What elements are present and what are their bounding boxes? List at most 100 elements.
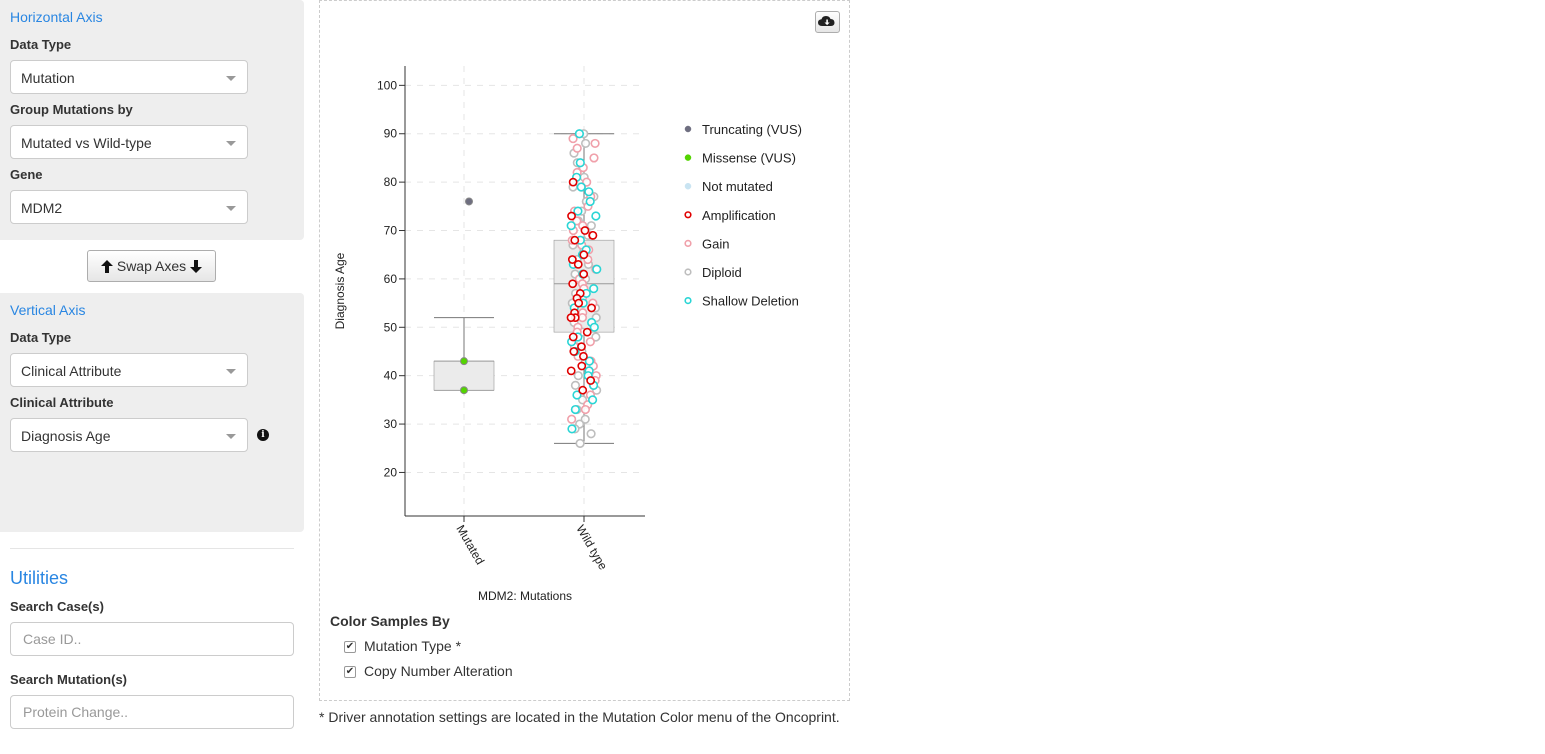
- y-tick-label: 60: [384, 272, 398, 286]
- box-iqr: [433, 360, 495, 391]
- data-point: [580, 414, 590, 424]
- group-mutations-select[interactable]: Mutated vs Wild-type: [10, 125, 248, 159]
- gene-select[interactable]: MDM2: [10, 190, 248, 224]
- data-point: [570, 380, 581, 390]
- chevron-down-icon: [226, 76, 236, 81]
- clinical-attribute-label: Clinical Attribute: [10, 395, 114, 410]
- chevron-down-icon: [226, 369, 236, 374]
- gene-label: Gene: [10, 167, 43, 182]
- arrow-down-icon: [190, 259, 203, 273]
- data-point: [460, 386, 468, 395]
- vertical-data-type-select[interactable]: Clinical Attribute: [10, 353, 248, 387]
- group-mutations-value: Mutated vs Wild-type: [21, 135, 152, 151]
- horizontal-data-type-value: Mutation: [21, 70, 75, 86]
- info-circle-icon[interactable]: i: [257, 429, 269, 441]
- y-tick-label: 70: [384, 224, 398, 238]
- copy-number-checkbox[interactable]: ✔: [344, 666, 356, 678]
- mutation-type-checkbox[interactable]: ✔: [344, 641, 356, 653]
- data-point: [572, 390, 582, 400]
- plot-container: [319, 0, 850, 701]
- data-point: [589, 153, 599, 163]
- y-tick-label: 100: [377, 78, 397, 92]
- box-plot-chart: 20 30 40 50 60 70 80 90 100 Mutated Wild type Diag…: [333, 66, 802, 603]
- legend-marker: [684, 268, 692, 276]
- data-point: [573, 371, 583, 381]
- y-tick-label: 40: [384, 369, 398, 383]
- data-point: [568, 279, 578, 289]
- data-point: [566, 313, 576, 323]
- horizontal-data-type-select[interactable]: Mutation: [10, 60, 248, 94]
- data-point: [579, 250, 589, 260]
- data-point: [587, 303, 596, 313]
- data-point: [465, 197, 473, 206]
- data-point: [592, 264, 602, 274]
- legend-label: Amplification: [702, 208, 776, 223]
- chevron-down-icon: [226, 434, 236, 439]
- data-point: [588, 230, 598, 240]
- cloud-download-icon: [818, 16, 835, 26]
- data-point: [566, 366, 576, 376]
- legend-marker: [684, 239, 692, 247]
- data-point: [590, 138, 600, 149]
- data-point: [567, 424, 577, 434]
- horizontal-data-type-label: Data Type: [10, 37, 72, 52]
- data-point: [575, 438, 585, 449]
- data-point: [584, 356, 594, 366]
- y-tick-label: 50: [384, 320, 398, 334]
- data-point: [578, 385, 588, 395]
- chevron-down-icon: [226, 206, 236, 211]
- data-point: [566, 221, 576, 231]
- download-button[interactable]: [815, 11, 840, 33]
- data-point: [589, 283, 599, 294]
- arrow-up-icon: [100, 259, 113, 273]
- data-point: [586, 221, 596, 231]
- data-point: [580, 138, 591, 149]
- data-point: [567, 414, 577, 424]
- vertical-axis-panel: Vertical Axis Data Type Clinical Attribu…: [0, 293, 304, 532]
- legend-label: Shallow Deletion: [702, 294, 799, 309]
- data-point: [577, 361, 587, 371]
- data-point: [585, 196, 595, 207]
- legend-label: Diploid: [702, 265, 742, 280]
- data-point: [580, 404, 591, 415]
- data-point: [573, 259, 583, 269]
- data-point: [577, 342, 586, 352]
- data-point: [575, 158, 585, 168]
- mutation-type-label[interactable]: Mutation Type *: [364, 638, 462, 654]
- legend-label: Gain: [702, 236, 729, 251]
- data-point: [460, 357, 468, 366]
- y-axis-label: Diagnosis Age: [333, 252, 347, 329]
- footnote: * Driver annotation settings are located…: [319, 709, 840, 725]
- data-point: [577, 313, 588, 323]
- swap-axes-label: Swap Axes: [116, 258, 187, 274]
- data-point: [568, 177, 578, 187]
- group-mutations-label: Group Mutations by: [10, 102, 133, 117]
- legend-marker: [684, 182, 692, 190]
- data-point: [576, 182, 586, 192]
- x-axis-label: MDM2: Mutations: [478, 589, 572, 603]
- swap-axes-button[interactable]: Swap Axes: [87, 250, 216, 282]
- data-point: [586, 376, 596, 385]
- vertical-axis-title: Vertical Axis: [10, 302, 86, 318]
- search-mutations-input[interactable]: [10, 695, 294, 729]
- utilities-title: Utilities: [10, 568, 69, 588]
- legend-label: Truncating (VUS): [702, 122, 802, 137]
- data-point: [570, 404, 580, 415]
- legend-label: Missense (VUS): [702, 151, 796, 166]
- horizontal-axis-panel: Horizontal Axis Data Type Mutation Group…: [0, 0, 304, 240]
- clinical-attribute-select[interactable]: Diagnosis Age: [10, 418, 248, 452]
- data-point: [591, 211, 601, 221]
- data-point: [582, 327, 592, 337]
- search-cases-input[interactable]: [10, 622, 294, 656]
- y-tick-label: 30: [384, 417, 398, 431]
- points-layer: [460, 129, 602, 449]
- vertical-data-type-value: Clinical Attribute: [21, 363, 122, 379]
- data-point: [579, 351, 588, 361]
- copy-number-label[interactable]: Copy Number Alteration: [364, 663, 513, 679]
- y-tick-label: 90: [384, 127, 398, 141]
- divider: [10, 548, 294, 549]
- data-point: [585, 337, 595, 347]
- data-point: [572, 216, 582, 226]
- clinical-attribute-value: Diagnosis Age: [21, 428, 111, 444]
- horizontal-axis-title: Horizontal Axis: [10, 9, 103, 25]
